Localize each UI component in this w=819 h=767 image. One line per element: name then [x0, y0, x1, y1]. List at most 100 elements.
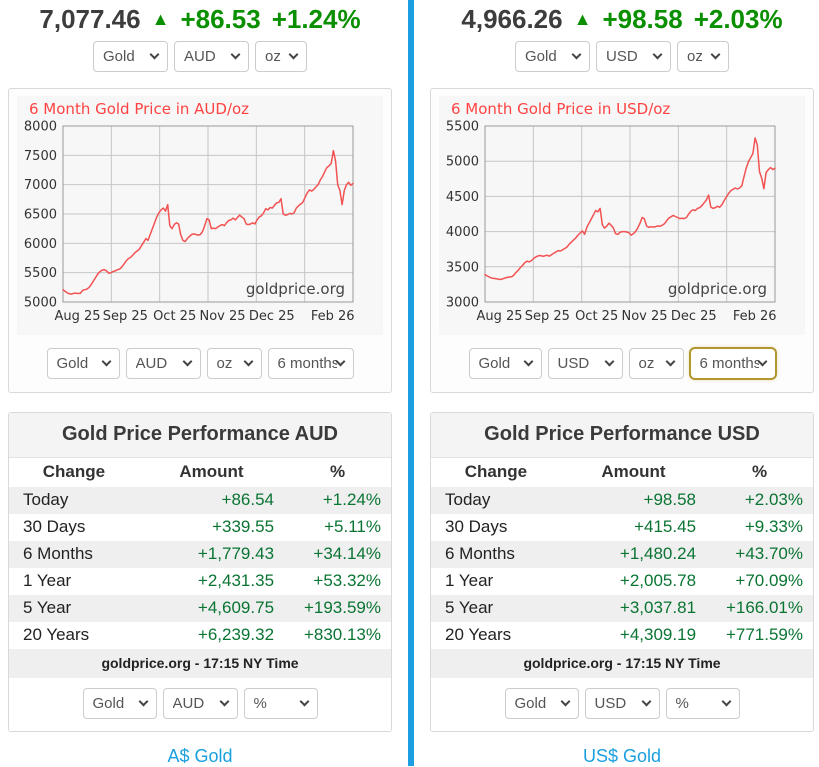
table-row: 5 Year +4,609.75 +193.59% [9, 595, 391, 622]
metal-select[interactable]: Gold [93, 41, 168, 72]
change-amount: +1,779.43 [197, 544, 275, 563]
chevron-down-icon [710, 49, 721, 60]
table-header-row: Change Amount % [9, 458, 391, 487]
metal-select[interactable]: Gold [46, 348, 120, 379]
svg-text:3000: 3000 [446, 296, 479, 311]
vertical-divider [408, 0, 414, 766]
performance-title: Gold Price Performance USD [431, 413, 813, 458]
svg-text:7500: 7500 [24, 149, 57, 164]
change-amount: +415.45 [634, 517, 697, 536]
timeframe-select[interactable]: 6 months [689, 348, 776, 379]
unit-select[interactable]: oz [628, 348, 684, 379]
change-percent: +53.32% [313, 571, 381, 590]
change-percent: +193.59% [303, 598, 381, 617]
panel-aud: 7,077.46 ▲ +86.53 +1.24% Gold AUD oz 6 M… [0, 0, 408, 766]
change-label: Today [23, 490, 69, 509]
change-label: 6 Months [23, 544, 93, 563]
table-row: 6 Months +1,779.43 +34.14% [9, 541, 391, 568]
aud-gold-link[interactable]: A$ Gold [167, 746, 233, 766]
table-row: 20 Years +4,309.19 +771.59% [431, 622, 813, 649]
chevron-down-icon [571, 49, 582, 60]
currency-select[interactable]: AUD [174, 41, 249, 72]
chevron-down-icon [219, 696, 229, 707]
currency-select[interactable]: AUD [162, 688, 238, 719]
svg-text:Aug 25: Aug 25 [476, 309, 522, 324]
change-amount: +86.53 [180, 4, 261, 34]
performance-title: Gold Price Performance AUD [9, 413, 391, 458]
svg-text:5500: 5500 [446, 120, 479, 135]
performance-card-aud: Gold Price Performance AUD Change Amount… [8, 412, 392, 732]
svg-text:Sep 25: Sep 25 [103, 309, 148, 324]
svg-text:6 Month Gold Price in AUD/oz: 6 Month Gold Price in AUD/oz [29, 100, 249, 118]
metal-select[interactable]: Gold [515, 41, 590, 72]
timeframe-select[interactable]: 6 months [267, 348, 354, 379]
usd-gold-link[interactable]: US$ Gold [582, 746, 662, 766]
current-price: 4,966.26 [461, 4, 563, 34]
chart-select-row-aud: Gold AUD oz 6 months [9, 348, 391, 379]
currency-select[interactable]: USD [584, 688, 660, 719]
change-percent: +5.11% [324, 517, 381, 536]
chevron-down-icon [665, 356, 675, 367]
currency-select[interactable]: USD [596, 41, 671, 72]
change-amount: +2,005.78 [619, 571, 697, 590]
svg-text:Nov 25: Nov 25 [621, 309, 667, 324]
display-mode-select[interactable]: % [665, 688, 740, 719]
chevron-down-icon [149, 49, 160, 60]
panel-usd: 4,966.26 ▲ +98.58 +2.03% Gold USD oz 6 M… [414, 0, 819, 766]
price-header-usd: 4,966.26 ▲ +98.58 +2.03% [430, 0, 814, 35]
top-select-row-usd: Gold USD oz [430, 41, 814, 72]
change-label: 1 Year [445, 571, 494, 590]
chevron-down-icon [641, 696, 651, 707]
col-change: Change [42, 462, 106, 481]
table-row: 30 Days +415.45 +9.33% [431, 514, 813, 541]
currency-select[interactable]: AUD [125, 348, 201, 379]
change-percent: +771.59% [725, 625, 803, 644]
metal-select[interactable]: Gold [468, 348, 542, 379]
unit-select[interactable]: oz [255, 41, 307, 72]
svg-text:6 Month Gold Price in USD/oz: 6 Month Gold Price in USD/oz [451, 100, 670, 118]
svg-text:Feb 26: Feb 26 [733, 309, 777, 324]
unit-select[interactable]: oz [677, 41, 729, 72]
chevron-down-icon [560, 696, 570, 707]
table-row: 1 Year +2,005.78 +70.09% [431, 568, 813, 595]
currency-select[interactable]: USD [547, 348, 623, 379]
change-percent: +9.33% [744, 517, 803, 536]
change-percent: +166.01% [725, 598, 803, 617]
change-amount: +6,239.32 [197, 625, 275, 644]
unit-select[interactable]: oz [206, 348, 262, 379]
change-label: Today [445, 490, 491, 509]
table-row: 20 Years +6,239.32 +830.13% [9, 622, 391, 649]
change-label: 20 Years [23, 625, 90, 644]
change-label: 5 Year [23, 598, 72, 617]
change-amount: +98.58 [643, 490, 697, 509]
table-row: 6 Months +1,480.24 +43.70% [431, 541, 813, 568]
svg-text:Feb 26: Feb 26 [311, 309, 355, 324]
metal-select[interactable]: Gold [504, 688, 579, 719]
change-amount: +4,309.19 [619, 625, 697, 644]
price-header-aud: 7,077.46 ▲ +86.53 +1.24% [8, 0, 392, 35]
change-label: 5 Year [445, 598, 494, 617]
display-mode-select[interactable]: % [243, 688, 318, 719]
chart-card-usd: 6 Month Gold Price in USD/oz 5500 5000 4500… [430, 88, 814, 393]
svg-text:7000: 7000 [24, 178, 57, 193]
change-amount: +86.54 [221, 490, 275, 509]
table-row: 30 Days +339.55 +5.11% [9, 514, 391, 541]
svg-text:Dec 25: Dec 25 [249, 309, 295, 324]
metal-select[interactable]: Gold [82, 688, 157, 719]
chevron-down-icon [138, 696, 148, 707]
change-percent: +830.13% [303, 625, 381, 644]
change-percent: +43.70% [735, 544, 803, 563]
change-percent: +1.24% [322, 490, 381, 509]
svg-text:5000: 5000 [446, 155, 479, 170]
chevron-down-icon [288, 49, 299, 60]
change-percent: +70.09% [735, 571, 803, 590]
change-label: 1 Year [23, 571, 72, 590]
bottom-select-row-aud: Gold AUD % [9, 678, 391, 731]
svg-text:Aug 25: Aug 25 [54, 309, 100, 324]
chevron-down-icon [721, 696, 731, 707]
table-header-row: Change Amount % [431, 458, 813, 487]
svg-text:6500: 6500 [24, 208, 57, 223]
table-row: 1 Year +2,431.35 +53.32% [9, 568, 391, 595]
table-row: Today +98.58 +2.03% [431, 487, 813, 514]
